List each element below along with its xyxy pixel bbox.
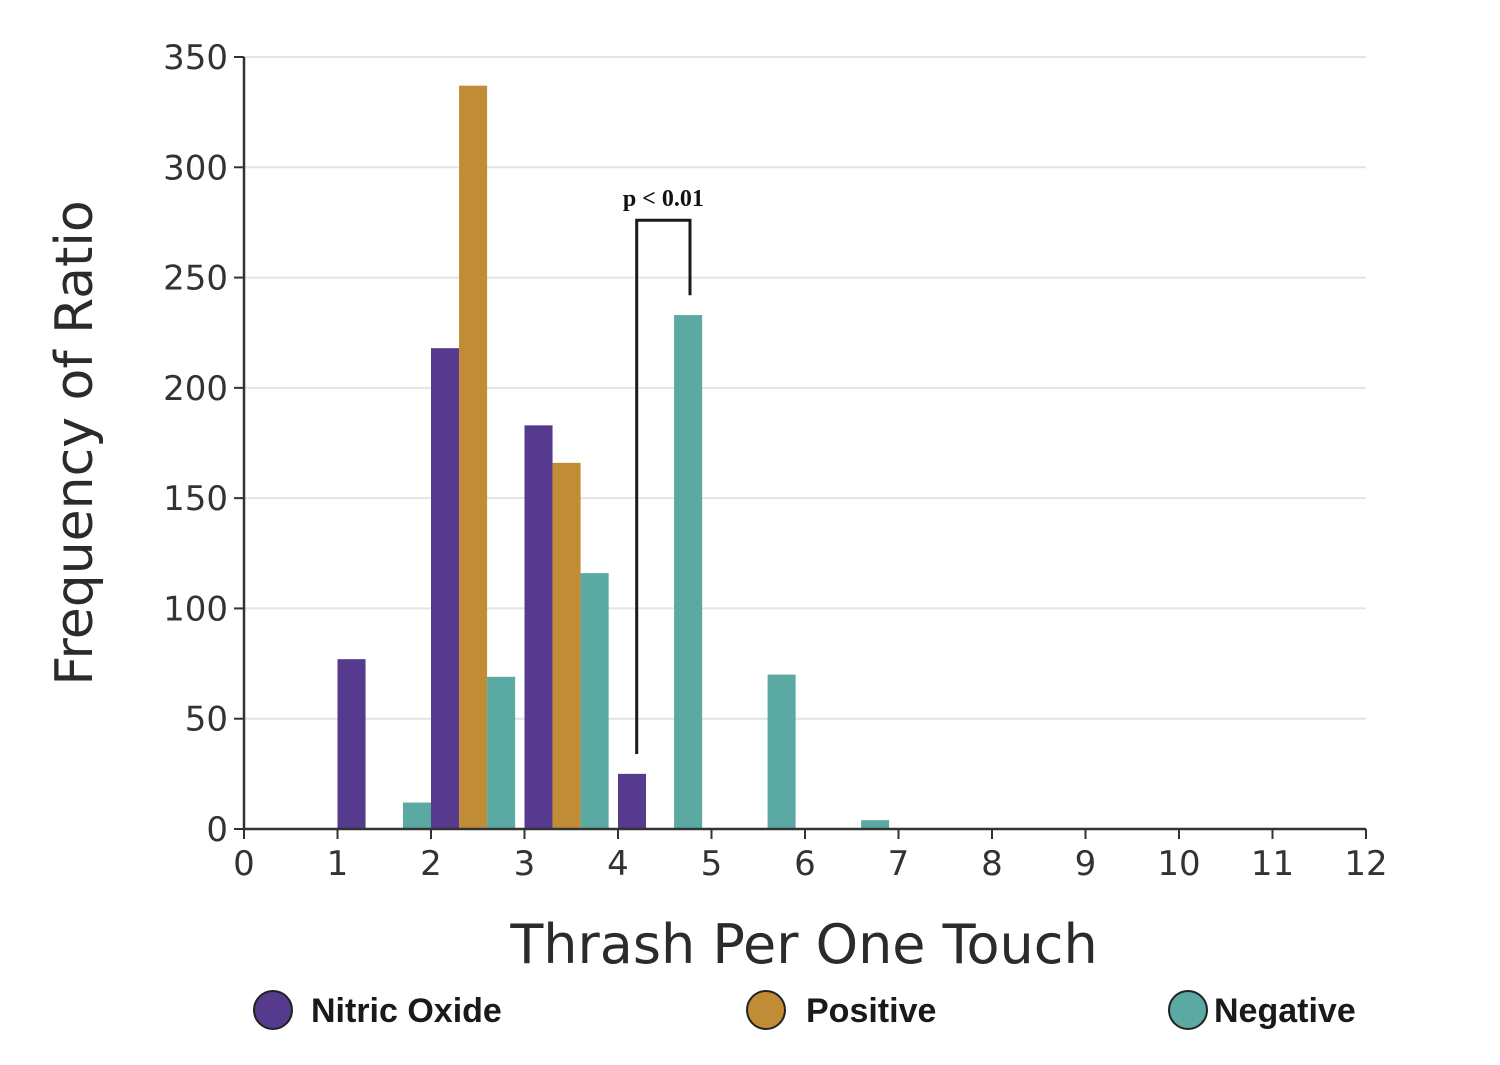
legend-marker-negative <box>1168 990 1208 1030</box>
bar-nitric-oxide-3 <box>618 773 647 829</box>
x-tick-label-12: 12 <box>1344 844 1387 884</box>
y-tick-label-50: 50 <box>185 700 228 740</box>
legend: Nitric Oxide Positive Negative <box>253 990 1356 1030</box>
bar-nitric-oxide-0 <box>337 659 366 829</box>
x-tick-label-8: 8 <box>981 844 1003 884</box>
bar-negative-5 <box>861 820 890 829</box>
x-tick-label-6: 6 <box>794 844 816 884</box>
y-axis-title: Frequency of Ratio <box>45 200 105 685</box>
significance-bracket <box>635 218 692 755</box>
x-tick-label-7: 7 <box>888 844 910 884</box>
x-tick-label-0: 0 <box>233 844 255 884</box>
legend-label-negative: Negative <box>1214 992 1356 1030</box>
x-tick-label-5: 5 <box>701 844 723 884</box>
bar-nitric-oxide-1 <box>431 348 460 829</box>
x-tick-label-3: 3 <box>514 844 536 884</box>
x-tick-label-1: 1 <box>327 844 349 884</box>
bar-negative-3 <box>674 315 703 829</box>
significance-label: p < 0.01 <box>623 186 704 212</box>
legend-label-positive: Positive <box>806 992 936 1030</box>
grid-layer <box>244 56 1366 720</box>
y-tick-label-0: 0 <box>206 810 228 850</box>
bar-negative-2 <box>580 573 609 829</box>
x-tick-label-10: 10 <box>1157 844 1200 884</box>
x-tick-label-9: 9 <box>1075 844 1097 884</box>
y-tick-label-250: 250 <box>163 259 228 299</box>
x-tick-label-4: 4 <box>607 844 629 884</box>
x-tick-label-2: 2 <box>420 844 442 884</box>
y-tick-label-150: 150 <box>163 479 228 519</box>
legend-marker-positive <box>746 990 786 1030</box>
annotation-layer: p < 0.01 <box>623 186 704 755</box>
bar-positive-0 <box>459 85 488 829</box>
bar-layer <box>337 85 890 829</box>
bar-negative-4 <box>767 674 796 829</box>
legend-label-nitric-oxide: Nitric Oxide <box>311 992 502 1030</box>
y-tick-label-300: 300 <box>163 148 228 188</box>
bar-nitric-oxide-2 <box>524 425 553 829</box>
x-axis-title: Thrash Per One Touch <box>509 913 1097 976</box>
x-tick-label-11: 11 <box>1251 844 1294 884</box>
y-tick-label-350: 350 <box>163 38 228 78</box>
bar-negative-1 <box>487 676 516 829</box>
y-tick-label-200: 200 <box>163 369 228 409</box>
bar-negative-0 <box>402 802 431 829</box>
legend-marker-nitric-oxide <box>253 990 293 1030</box>
y-tick-label-100: 100 <box>163 589 228 629</box>
bar-positive-1 <box>552 462 581 829</box>
